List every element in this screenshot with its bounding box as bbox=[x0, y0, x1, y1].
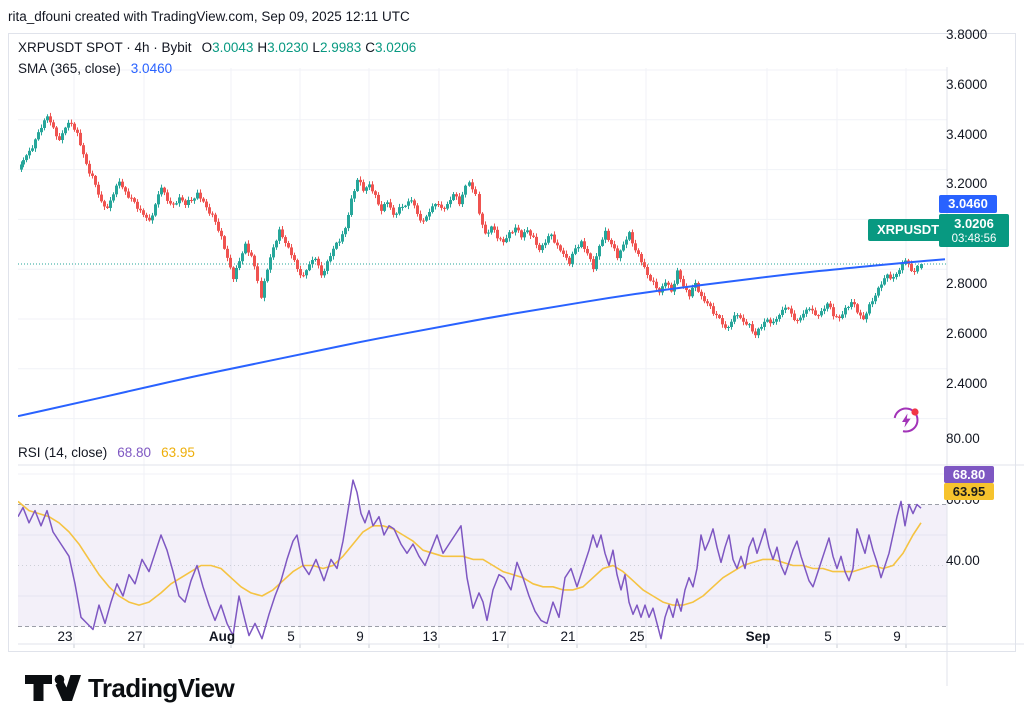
time-axis-label: Sep bbox=[745, 629, 771, 644]
rsi-axis-label: 40.00 bbox=[946, 552, 980, 568]
flash-publish-icon[interactable] bbox=[891, 403, 923, 435]
time-axis-label: 27 bbox=[127, 629, 143, 644]
symbol-price-tag: XRPUSDT bbox=[868, 219, 949, 241]
tradingview-logo[interactable]: TradingView bbox=[24, 667, 235, 709]
tradingview-logo-text: TradingView bbox=[88, 672, 235, 703]
price-axis-label: 2.4000 bbox=[946, 375, 988, 391]
time-axis-label: 21 bbox=[560, 629, 576, 644]
last-price-value: 3.0206 bbox=[954, 216, 994, 231]
time-axis-label: 5 bbox=[287, 629, 295, 644]
time-axis-label: 5 bbox=[824, 629, 832, 644]
flash-icon-bolt bbox=[902, 413, 911, 428]
ohlc-value: 2.9983 bbox=[319, 40, 362, 55]
rsi-axis-label: 80.00 bbox=[946, 430, 980, 446]
ohlc-value: 3.0043 bbox=[212, 40, 254, 55]
flash-icon-dot bbox=[911, 408, 919, 416]
time-axis-label: 9 bbox=[356, 629, 364, 644]
ohlc-label: L bbox=[312, 40, 320, 55]
flash-icon-ring bbox=[893, 407, 919, 433]
attribution-text: rita_dfouni created with TradingView.com… bbox=[8, 9, 410, 24]
price-axis-label: 3.6000 bbox=[946, 76, 988, 92]
rsi-legend-value: 68.80 bbox=[117, 445, 152, 460]
symbol-legend[interactable]: XRPUSDT SPOT · 4h · Bybit O3.0043 H3.0230 L… bbox=[18, 40, 420, 55]
ohlc-values: O3.0043 H3.0230 L2.9983 C3.0206 bbox=[202, 40, 421, 55]
sma-price-badge: 3.0460 bbox=[939, 195, 997, 213]
time-axis-label: 17 bbox=[491, 629, 507, 644]
time-axis-label: 13 bbox=[422, 629, 438, 644]
rsi-line[interactable] bbox=[18, 479, 922, 640]
rsi-ma-value-badge: 63.95 bbox=[944, 483, 994, 500]
time-axis-label: 9 bbox=[893, 629, 901, 644]
time-axis-label: 25 bbox=[629, 629, 645, 644]
price-axis-label: 2.8000 bbox=[946, 275, 988, 291]
sma-legend-value: 3.0460 bbox=[130, 61, 173, 76]
rsi-ma-legend-value: 63.95 bbox=[161, 445, 195, 460]
price-axis-label: 3.2000 bbox=[946, 176, 988, 192]
ohlc-value: 3.0206 bbox=[374, 40, 417, 55]
symbol-legend-text: XRPUSDT SPOT · 4h · Bybit bbox=[18, 40, 192, 55]
rsi-legend[interactable]: RSI (14, close) 68.80 63.95 bbox=[18, 445, 195, 460]
rsi-value-badge: 68.80 bbox=[944, 466, 994, 483]
last-price-badge: 3.0206 03:48:56 bbox=[939, 214, 1009, 247]
sma-legend-label: SMA (365, close) bbox=[18, 61, 121, 76]
tradingview-logo-icon bbox=[25, 674, 81, 701]
candle-countdown: 03:48:56 bbox=[951, 233, 997, 245]
time-axis-label: Aug bbox=[208, 629, 236, 644]
ohlc-label: H bbox=[257, 40, 268, 55]
sma-365-line[interactable] bbox=[18, 258, 946, 418]
ohlc-value: 3.0230 bbox=[267, 40, 309, 55]
price-axis-label: 3.4000 bbox=[946, 126, 988, 142]
time-axis-label: 23 bbox=[57, 629, 73, 644]
ohlc-label: O bbox=[201, 40, 213, 55]
candlestick-series bbox=[20, 112, 923, 339]
sma-legend[interactable]: SMA (365, close) 3.0460 bbox=[18, 61, 172, 76]
chart-widget[interactable] bbox=[8, 33, 1024, 686]
price-axis-label: 2.6000 bbox=[946, 325, 988, 341]
price-axis-label: 3.8000 bbox=[946, 26, 988, 42]
chart-canvas[interactable] bbox=[9, 34, 1024, 721]
ohlc-label: C bbox=[365, 40, 375, 55]
rsi-legend-label: RSI (14, close) bbox=[18, 445, 108, 460]
